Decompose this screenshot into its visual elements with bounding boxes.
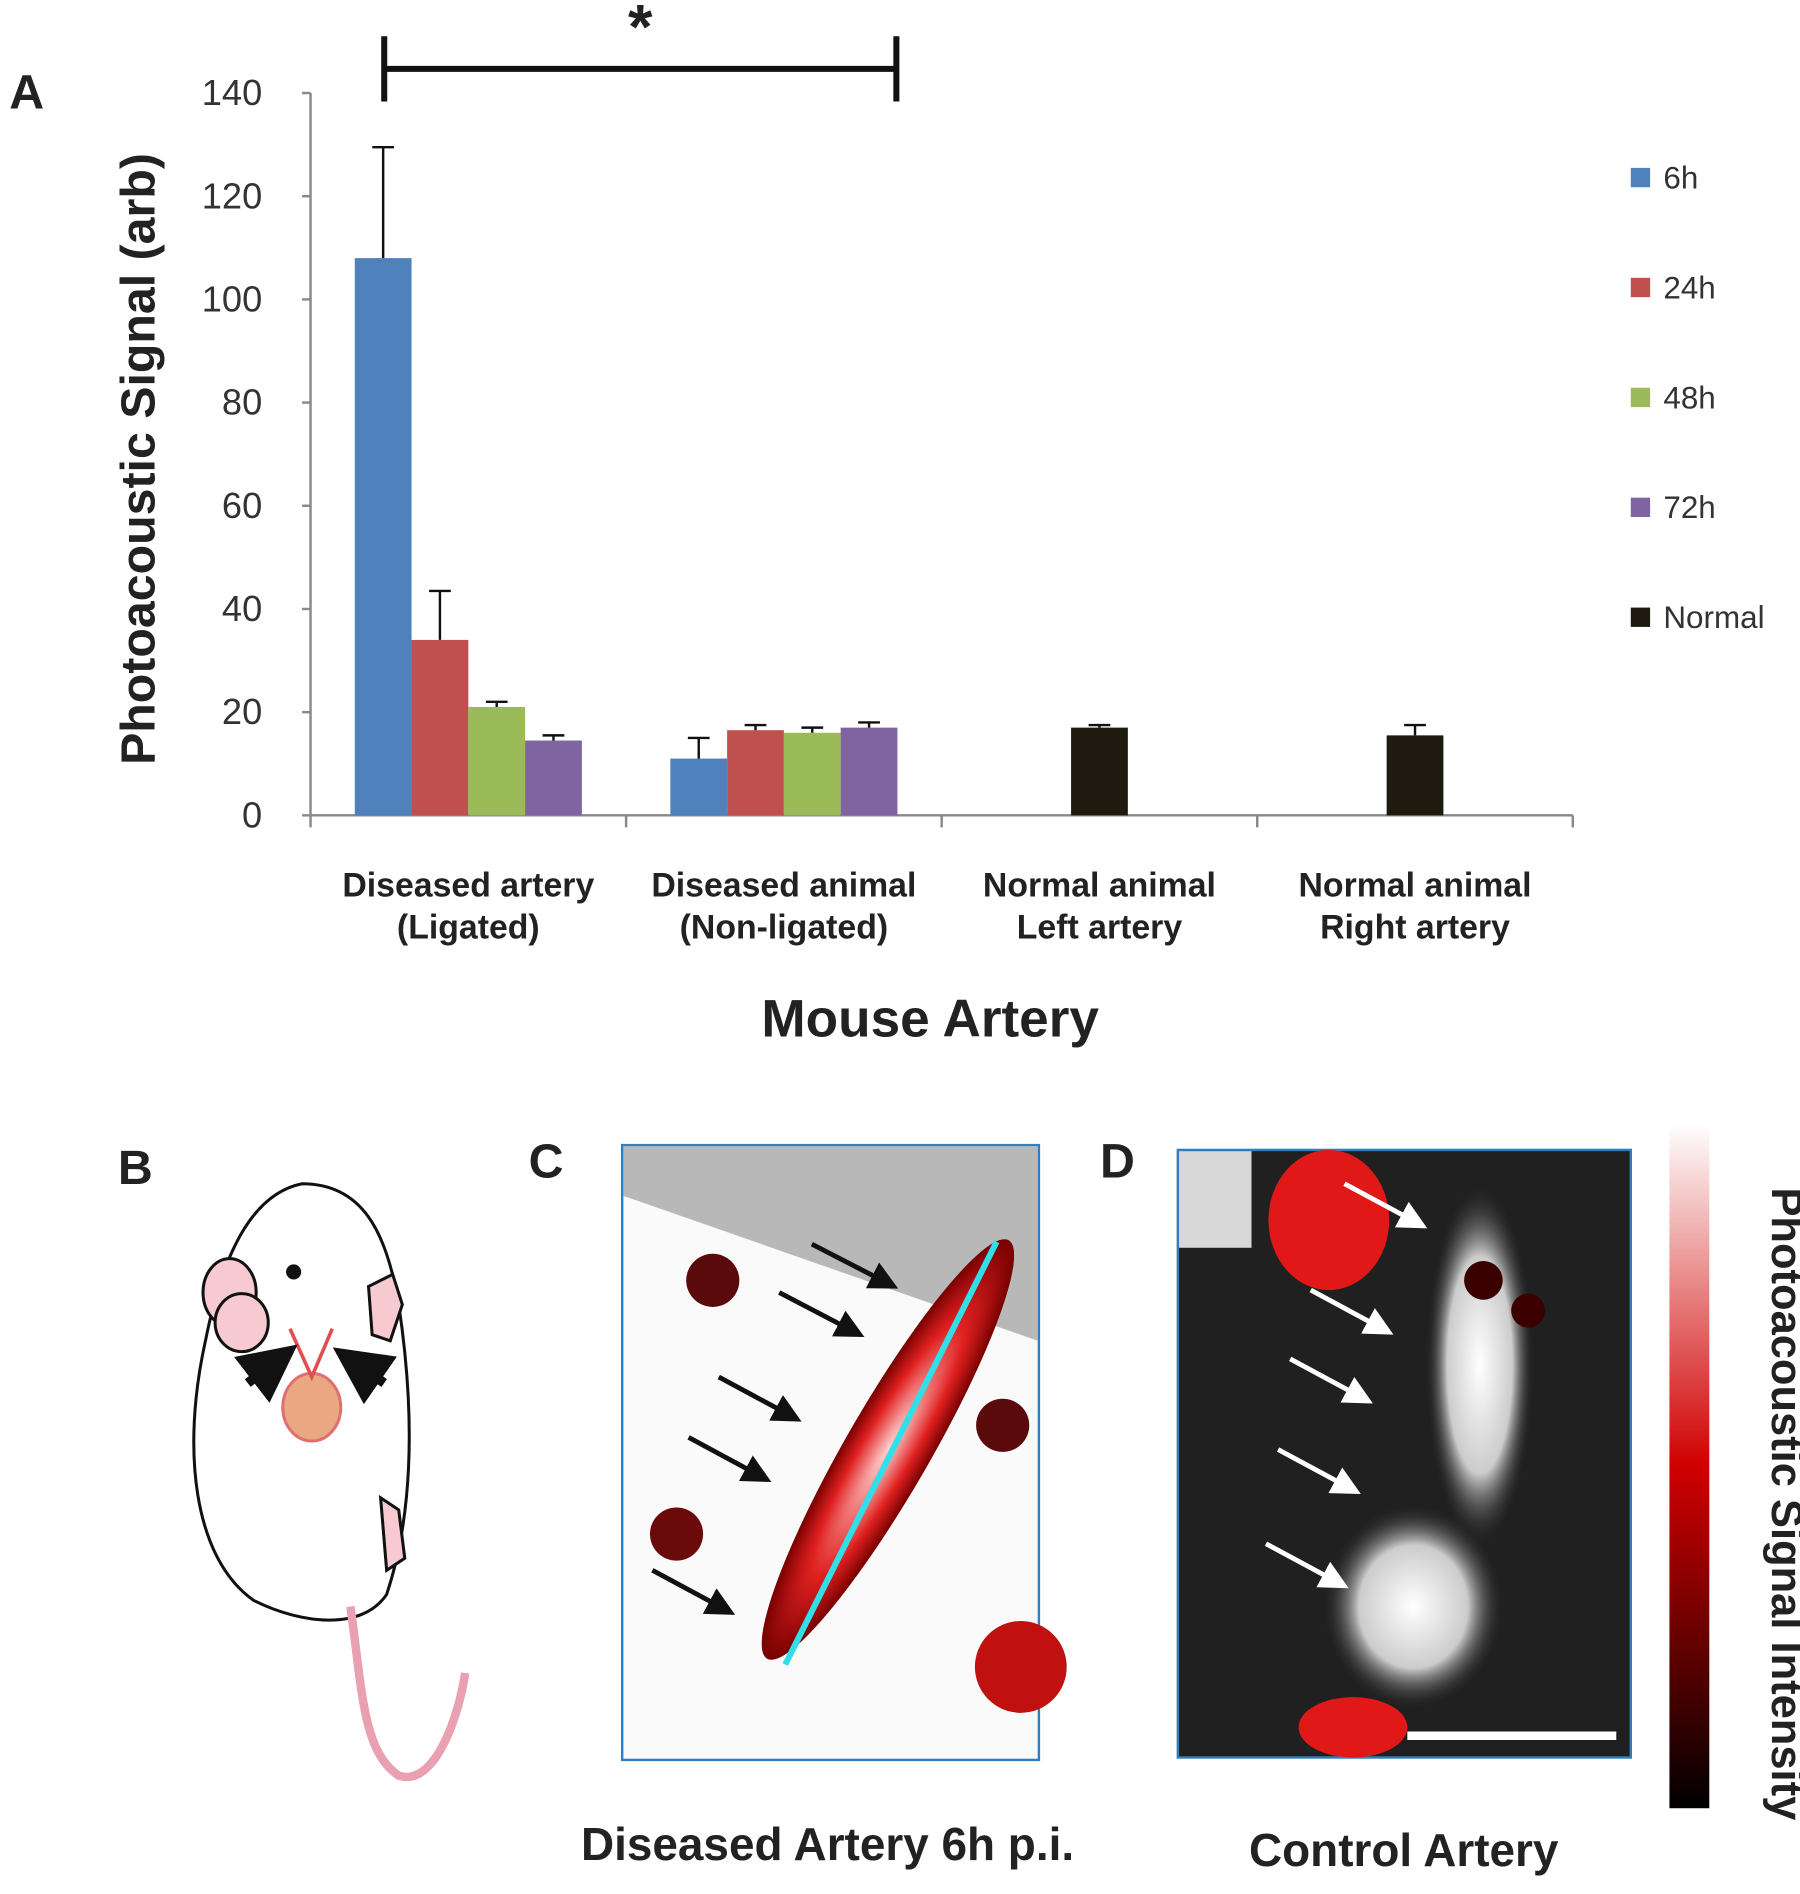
x-tick-label: Right artery <box>1320 909 1510 947</box>
y-tick-label: 80 <box>222 382 262 423</box>
legend-swatch <box>1630 497 1651 517</box>
legend-label: 72h <box>1663 490 1715 525</box>
y-axis-title: Photoacoustic Signal (arb) <box>112 153 166 765</box>
x-tick-label: Normal animal <box>1299 866 1532 904</box>
y-tick-label: 100 <box>202 278 262 319</box>
legend-label: Normal <box>1663 600 1764 635</box>
legend-label: 24h <box>1663 270 1715 305</box>
error-bar <box>372 145 395 259</box>
y-tick-label: 140 <box>202 72 262 113</box>
x-tick-label: (Non-ligated) <box>680 909 888 947</box>
legend-swatch <box>1630 277 1651 298</box>
x-tick-label: (Ligated) <box>397 909 540 947</box>
significance-star: * <box>628 0 653 62</box>
panel-label: A <box>9 66 44 120</box>
x-tick-label: Diseased artery <box>342 866 594 904</box>
image-control-artery <box>1176 1148 1632 1759</box>
error-bar <box>1404 723 1426 736</box>
panel-label: D <box>1100 1135 1135 1189</box>
y-tick-label: 0 <box>242 794 262 835</box>
x-tick-label: Diseased animal <box>651 866 916 904</box>
legend-label: 6h <box>1663 160 1698 195</box>
y-tick-label: 120 <box>202 175 262 216</box>
panel-label: C <box>529 1135 564 1189</box>
bar <box>411 639 469 816</box>
image-diseased-artery <box>620 1143 1067 1762</box>
x-tick-label: Normal animal <box>983 866 1216 904</box>
error-bar <box>429 589 451 640</box>
legend-swatch <box>1630 387 1651 408</box>
significance-bracket <box>381 36 900 102</box>
colorbar <box>1669 1123 1710 1809</box>
bar <box>525 740 582 816</box>
error-bar <box>801 726 824 733</box>
bar <box>840 727 898 816</box>
panel-caption: Control Artery <box>1249 1824 1559 1876</box>
error-bar <box>542 734 565 741</box>
panel-caption: Diseased Artery 6h p.i. <box>581 1818 1074 1870</box>
error-bar <box>858 721 880 728</box>
y-tick-label: 60 <box>222 485 262 526</box>
bar <box>727 730 784 816</box>
bar <box>1386 735 1444 816</box>
error-bar <box>485 700 508 707</box>
bar <box>1071 727 1128 816</box>
bar <box>783 732 841 816</box>
y-tick-label: 20 <box>222 691 262 732</box>
error-bar <box>744 723 767 731</box>
error-bar <box>687 736 710 759</box>
colorbar-label: Photoacoustic Signal Intensity <box>1762 1187 1800 1820</box>
mouse-illustration <box>192 1182 470 1782</box>
bar <box>468 706 526 816</box>
legend-swatch <box>1630 167 1651 188</box>
panel-label: B <box>118 1141 153 1195</box>
y-tick-label: 40 <box>222 588 262 629</box>
x-axis-title: Mouse Artery <box>761 989 1099 1048</box>
x-tick-label: Left artery <box>1017 909 1183 947</box>
bar <box>670 758 728 816</box>
legend-swatch <box>1630 607 1651 627</box>
bar <box>354 258 412 816</box>
legend-label: 48h <box>1663 380 1715 415</box>
error-bar <box>1088 723 1111 728</box>
